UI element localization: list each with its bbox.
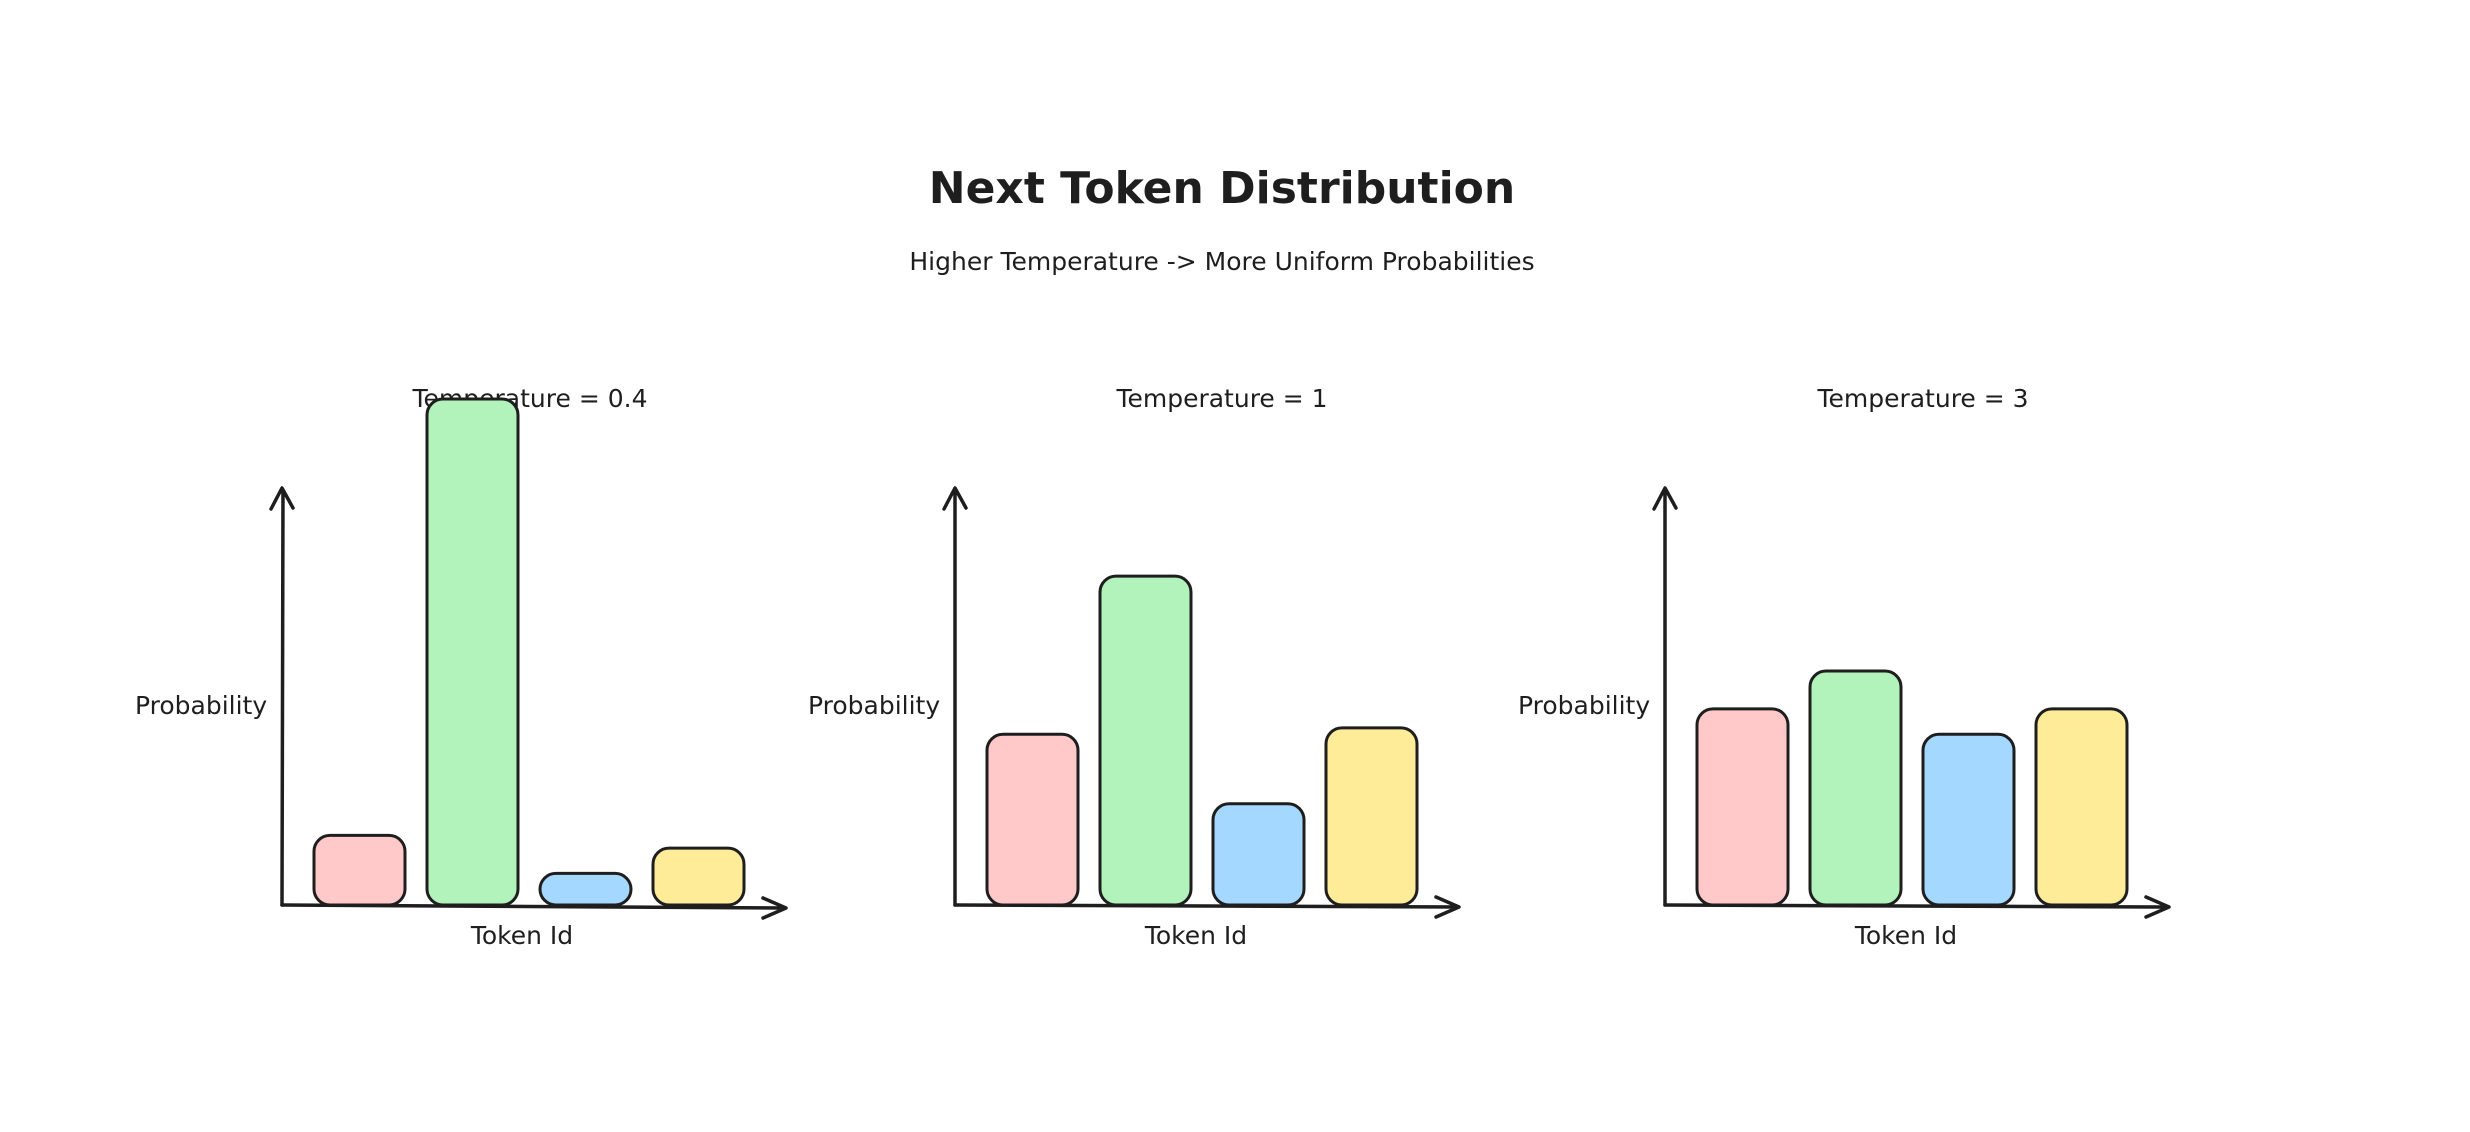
bar-token-3 (1211, 802, 1306, 907)
bar-token-4 (1324, 726, 1419, 907)
x-axis-label: Token Id (1144, 921, 1247, 950)
bar-group (985, 574, 1419, 907)
bar-group (1695, 669, 2129, 907)
bar-token-4 (651, 846, 746, 907)
x-axis-label: Token Id (1854, 921, 1957, 950)
chart-panel-2: Temperature = 1 Probability Token Id (808, 384, 1461, 950)
bar-token-1 (1695, 707, 1790, 907)
chart-panel-3: Temperature = 3 Probability Token Id (1518, 384, 2171, 950)
chart-panel-1: Temperature = 0.4 Probability Token Id (135, 384, 788, 950)
chart-main-title: Next Token Distribution (929, 163, 1515, 214)
bar-token-3 (538, 871, 633, 907)
bar-token-4 (2034, 707, 2129, 907)
y-axis-label: Probability (135, 691, 267, 720)
y-axis-arrow (269, 486, 295, 907)
x-axis-label: Token Id (470, 921, 573, 950)
bar-token-2 (1098, 574, 1193, 907)
bar-group (312, 397, 746, 907)
y-axis-arrow (942, 486, 968, 907)
panel-title: Temperature = 3 (1816, 384, 2028, 413)
bar-token-3 (1921, 732, 2016, 907)
chart-subtitle: Higher Temperature -> More Uniform Proba… (909, 247, 1534, 276)
y-axis-label: Probability (1518, 691, 1650, 720)
y-axis-arrow (1652, 486, 1678, 907)
bar-token-2 (425, 397, 520, 907)
y-axis-label: Probability (808, 691, 940, 720)
bar-token-2 (1808, 669, 1903, 907)
bar-token-1 (985, 732, 1080, 907)
bar-token-1 (312, 833, 407, 907)
panel-title: Temperature = 1 (1115, 384, 1327, 413)
